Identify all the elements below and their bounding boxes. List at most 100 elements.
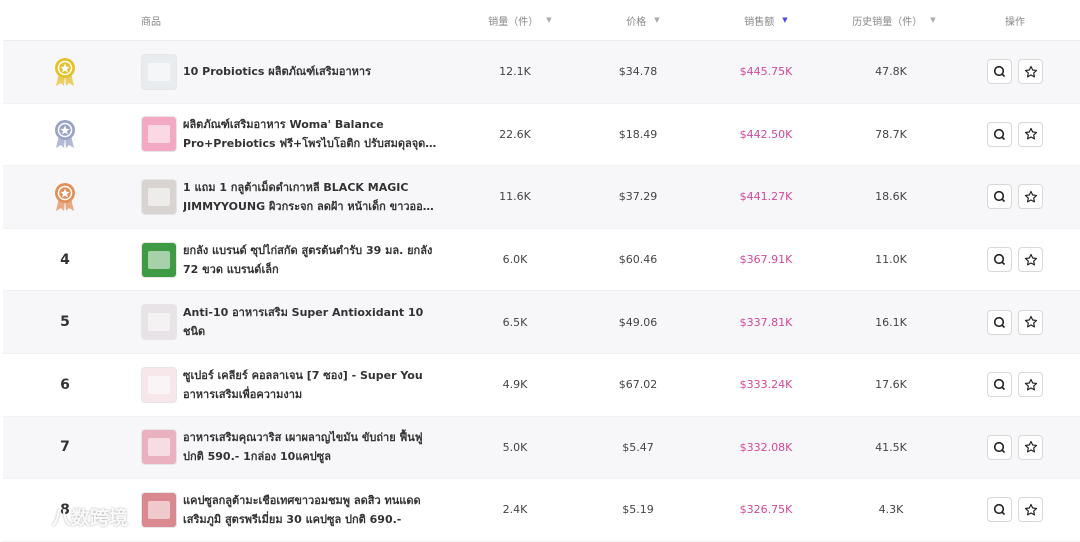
favorite-button[interactable] bbox=[1018, 372, 1043, 398]
watermark: 八数跨境 bbox=[8, 501, 128, 532]
product-name[interactable]: ยกลัง แบรนด์ ซุปไก่สกัด สูตรต้นตำรับ 39 … bbox=[183, 243, 433, 276]
product-thumbnail[interactable] bbox=[141, 178, 177, 215]
search-button[interactable] bbox=[987, 121, 1012, 147]
favorite-button[interactable] bbox=[1018, 497, 1043, 523]
product-thumbnail[interactable] bbox=[141, 366, 177, 403]
sales-volume: 5.0K bbox=[502, 440, 528, 454]
sales-volume: 12.1K bbox=[499, 65, 531, 79]
search-button[interactable] bbox=[987, 497, 1012, 523]
search-icon bbox=[993, 128, 1006, 140]
product-thumbnail[interactable] bbox=[141, 429, 177, 466]
rank-number: 6 bbox=[60, 376, 70, 393]
header-history-sales[interactable]: 历史销量（件） ▼ bbox=[852, 15, 936, 28]
table-row: 1 แถม 1 กลูต้าเม็ดดำเกาหลี BLACK MAGIC J… bbox=[3, 166, 1080, 229]
sales-volume: 2.4K bbox=[502, 503, 528, 517]
search-icon bbox=[993, 66, 1006, 78]
caret-down-icon[interactable]: ▼ bbox=[930, 15, 936, 24]
favorite-button[interactable] bbox=[1018, 59, 1043, 85]
caret-down-icon[interactable]: ▼ bbox=[654, 15, 660, 24]
search-button[interactable] bbox=[987, 59, 1012, 85]
rank-cell bbox=[41, 166, 89, 228]
rank-number: 7 bbox=[60, 439, 70, 456]
product-thumbnail[interactable] bbox=[141, 53, 177, 90]
header-product: 商品 bbox=[141, 16, 161, 28]
search-icon bbox=[993, 379, 1006, 391]
sales-volume: 6.5K bbox=[502, 315, 528, 329]
price: $34.78 bbox=[618, 65, 658, 79]
star-icon bbox=[1024, 65, 1037, 78]
table-body: 10 Probiotics ผลิตภัณฑ์เสริมอาหาร 12.1K … bbox=[3, 41, 1080, 542]
sales-amount: $445.75K bbox=[739, 65, 793, 79]
search-icon bbox=[993, 316, 1006, 328]
rank-cell: 6 bbox=[41, 354, 89, 416]
history-sales: 16.1K bbox=[875, 315, 907, 329]
product-name[interactable]: แคปซูลกลูต้ามะเชือเทศขาวอมชมพู ลดสิว ทนแ… bbox=[183, 493, 421, 526]
watermark-text: 八数跨境 bbox=[52, 507, 129, 529]
product-thumbnail[interactable] bbox=[141, 116, 177, 153]
favorite-button[interactable] bbox=[1018, 184, 1043, 210]
favorite-button[interactable] bbox=[1018, 121, 1043, 147]
product-name[interactable]: 1 แถม 1 กลูต้าเม็ดดำเกาหลี BLACK MAGIC J… bbox=[183, 180, 423, 213]
sales-amount: $326.75K bbox=[739, 503, 793, 517]
product-name[interactable]: ผลิตภัณฑ์เสริมอาหาร Woma' Balance Pro+Pr… bbox=[183, 118, 426, 151]
history-sales: 47.8K bbox=[875, 65, 907, 79]
sales-amount: $333.24K bbox=[739, 378, 793, 392]
history-sales: 78.7K bbox=[875, 127, 907, 141]
product-cell[interactable]: Anti-10 อาหารเสริม Super Antioxidant 10 … bbox=[141, 291, 461, 353]
product-cell[interactable]: ผลิตภัณฑ์เสริมอาหาร Woma' Balance Pro+Pr… bbox=[141, 104, 461, 166]
search-button[interactable] bbox=[987, 184, 1012, 210]
table-row: ผลิตภัณฑ์เสริมอาหาร Woma' Balance Pro+Pr… bbox=[3, 103, 1080, 167]
product-name[interactable]: ซูเปอร์ เคลียร์ คอลลาเจน [7 ซอง] - Super… bbox=[183, 368, 423, 401]
product-thumbnail[interactable] bbox=[141, 491, 177, 528]
sales-amount: $337.81K bbox=[739, 315, 793, 329]
product-name[interactable]: อาหารเสริมคุณวาริส เผาผลาญไขมัน ขับถ่าย … bbox=[183, 431, 423, 464]
silver-medal-icon bbox=[52, 119, 78, 149]
product-name[interactable]: Anti-10 อาหารเสริม Super Antioxidant 10 … bbox=[183, 306, 424, 339]
sales-ranking-table: 商品 销量（件） ▼ 价格 ▼ 销售额 ▼ 历史销量（件） ▼ 操作 bbox=[3, 0, 1080, 542]
table-row: 4 ยกลัง แบรนด์ ซุปไก่สกัด สูตรต้นตำรับ 3… bbox=[3, 228, 1080, 292]
header-actions: 操作 bbox=[1005, 16, 1025, 28]
caret-down-icon[interactable]: ▼ bbox=[546, 15, 552, 24]
search-button[interactable] bbox=[987, 372, 1012, 398]
product-cell[interactable]: ยกลัง แบรนด์ ซุปไก่สกัด สูตรต้นตำรับ 39 … bbox=[141, 229, 461, 291]
product-cell[interactable]: 1 แถม 1 กลูต้าเม็ดดำเกาหลี BLACK MAGIC J… bbox=[141, 166, 461, 228]
table-row: 6 ซูเปอร์ เคลียร์ คอลลาเจน [7 ซอง] - Sup… bbox=[3, 353, 1080, 417]
price: $37.29 bbox=[618, 190, 658, 204]
price: $5.19 bbox=[622, 503, 654, 517]
product-cell[interactable]: 10 Probiotics ผลิตภัณฑ์เสริมอาหาร bbox=[141, 41, 461, 103]
table-row: 8 แคปซูลกลูต้ามะเชือเทศขาวอมชมพู ลดสิว ท… bbox=[3, 479, 1080, 542]
history-sales: 11.0K bbox=[875, 253, 907, 267]
favorite-button[interactable] bbox=[1018, 434, 1043, 460]
rank-cell: 8 bbox=[41, 479, 89, 541]
rank-cell: 7 bbox=[41, 417, 89, 479]
product-name[interactable]: 10 Probiotics ผลิตภัณฑ์เสริมอาหาร bbox=[183, 65, 371, 79]
star-icon bbox=[1024, 253, 1037, 266]
price: $18.49 bbox=[618, 127, 658, 141]
brand-logo-icon bbox=[8, 501, 48, 532]
sales-volume: 22.6K bbox=[499, 127, 531, 141]
product-cell[interactable]: แคปซูลกลูต้ามะเชือเทศขาวอมชมพู ลดสิว ทนแ… bbox=[141, 479, 461, 541]
sales-amount: $441.27K bbox=[739, 190, 793, 204]
search-button[interactable] bbox=[987, 309, 1012, 335]
header-sales-amount[interactable]: 销售额 ▼ bbox=[744, 15, 788, 28]
star-icon bbox=[1024, 378, 1037, 391]
search-button[interactable] bbox=[987, 247, 1012, 273]
history-sales: 17.6K bbox=[875, 378, 907, 392]
product-cell[interactable]: อาหารเสริมคุณวาริส เผาผลาญไขมัน ขับถ่าย … bbox=[141, 417, 461, 479]
actions-cell bbox=[987, 104, 1049, 166]
product-thumbnail[interactable] bbox=[141, 241, 177, 278]
header-sales-volume[interactable]: 销量（件） ▼ bbox=[488, 15, 552, 28]
star-icon bbox=[1024, 190, 1037, 203]
product-cell[interactable]: ซูเปอร์ เคลียร์ คอลลาเจน [7 ซอง] - Super… bbox=[141, 354, 461, 416]
history-sales: 41.5K bbox=[875, 440, 907, 454]
search-button[interactable] bbox=[987, 434, 1012, 460]
caret-down-icon[interactable]: ▼ bbox=[782, 15, 788, 24]
product-thumbnail[interactable] bbox=[141, 304, 177, 341]
star-icon bbox=[1024, 128, 1037, 140]
favorite-button[interactable] bbox=[1018, 247, 1043, 273]
favorite-button[interactable] bbox=[1018, 309, 1043, 335]
star-icon bbox=[1024, 441, 1037, 453]
header-price[interactable]: 价格 ▼ bbox=[626, 15, 660, 28]
actions-cell bbox=[987, 166, 1049, 228]
gold-medal-icon bbox=[52, 57, 78, 87]
